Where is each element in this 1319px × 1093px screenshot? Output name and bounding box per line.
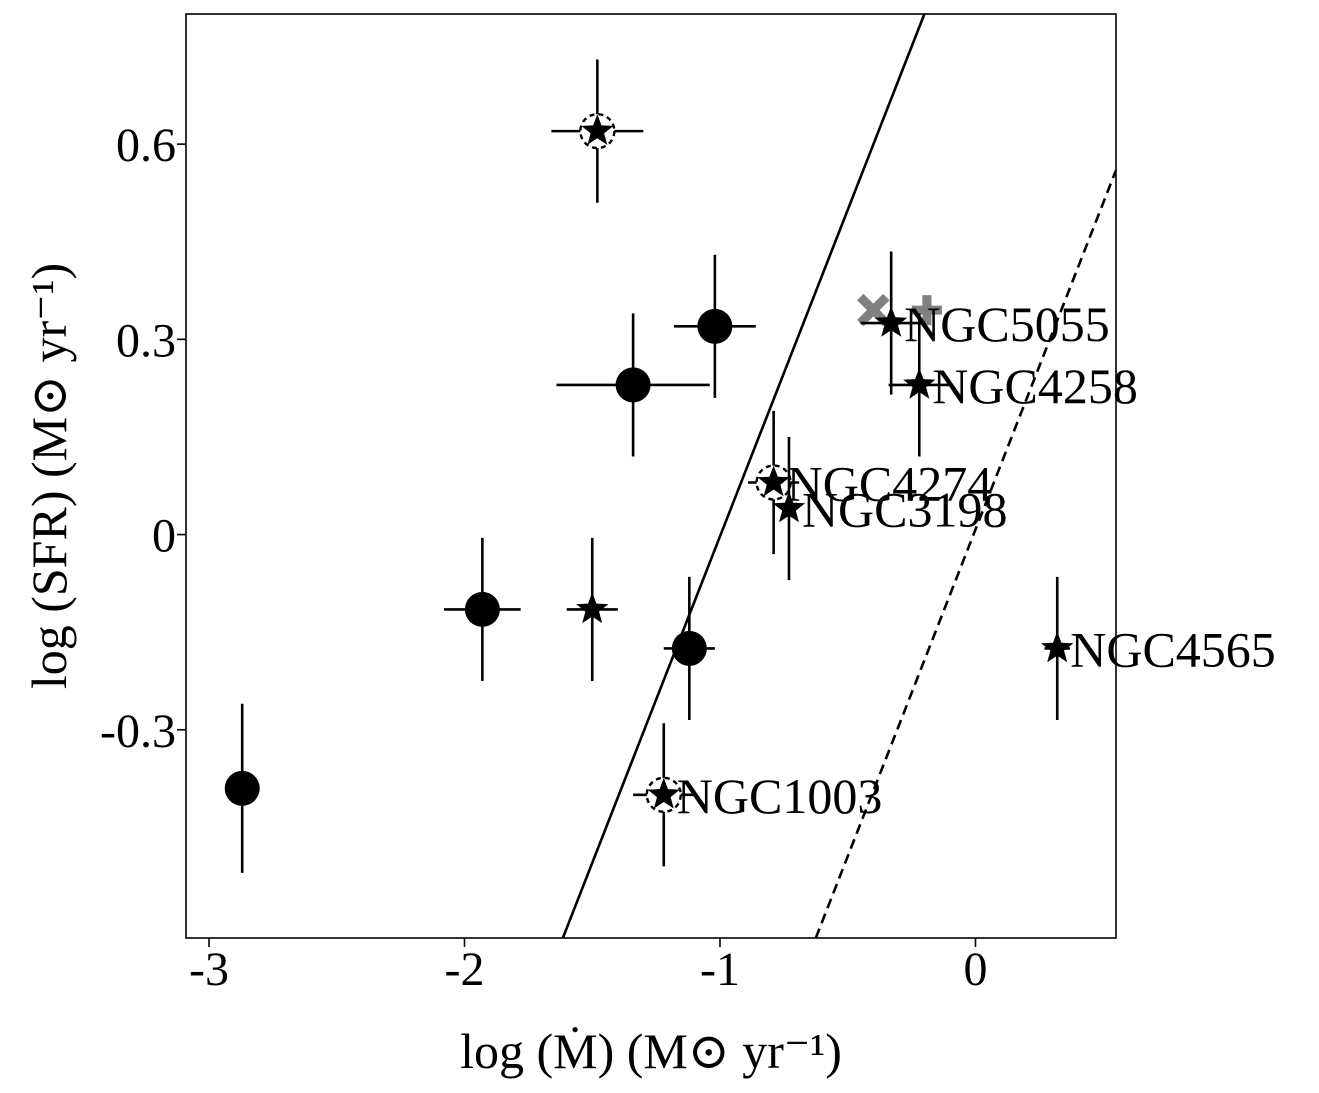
point-label-ngc1003: NGC1003 [677,768,883,824]
point-label-ngc4565: NGC4565 [1070,621,1276,677]
star-point-8 [647,777,680,809]
x-tick-label-0: -3 [189,943,229,996]
y-axis-title: log (SFR) (M⊙ yr⁻¹) [21,263,77,689]
point-label-ngc4258: NGC4258 [932,358,1138,414]
x-axis-title: log (Ṁ) (M⊙ yr⁻¹) [460,1023,842,1079]
y-tick-label-3: 0.6 [116,119,176,172]
circle-point-1 [224,770,260,806]
star-point-6 [772,491,806,523]
x-tick-label-3: 0 [963,943,987,996]
point-label-ngc3198: NGC3198 [802,482,1008,538]
circle-point-4 [697,308,733,344]
star-point-2 [576,592,609,624]
dashed-relation-line [814,169,1116,938]
plot-area [224,14,1116,938]
plot-frame [185,13,1117,939]
star-point-3 [875,306,908,337]
circle-point-3 [615,367,651,403]
star-point-1 [581,114,614,145]
star-point-5 [757,465,790,497]
y-tick-label-2: 0.3 [116,314,176,367]
y-tick-label-0: -0.3 [100,705,176,758]
point-label-ngc5055: NGC5055 [904,296,1110,352]
x-tick-label-2: -1 [700,943,740,996]
solid-relation-line [561,14,926,938]
y-tick-label-1: 0 [152,510,176,563]
axes: -3 -2 -1 0 -0.3 0 0.3 0.6 [100,119,987,996]
circle-point-2 [464,591,500,627]
star-point-4 [903,367,936,399]
point-label-ngc4274: NGC4274 [787,456,993,512]
gray-plus-marker-1 [911,295,942,326]
x-tick-label-1: -2 [444,943,484,996]
star-point-7 [1041,631,1074,663]
circle-point-5 [671,630,707,666]
